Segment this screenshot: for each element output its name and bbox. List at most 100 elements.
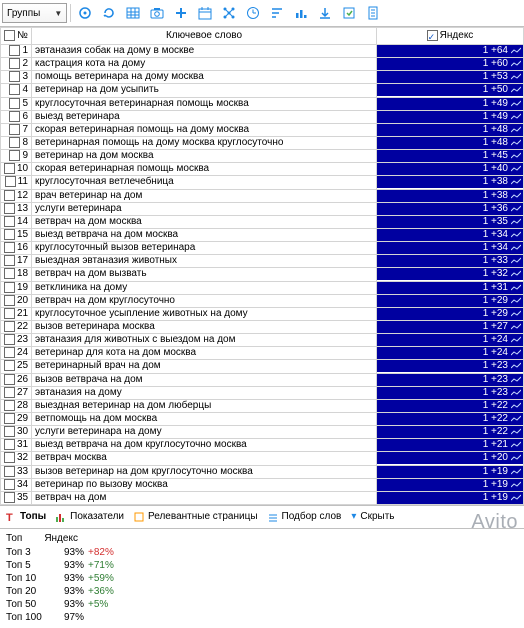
checkbox-icon[interactable]	[4, 439, 15, 450]
document-icon[interactable]	[362, 2, 384, 24]
keyword-cell[interactable]: эвтаназия для животных с выездом на дом	[32, 334, 377, 347]
checkbox-icon[interactable]	[9, 137, 20, 148]
checkbox-icon[interactable]	[4, 163, 15, 174]
checkbox-icon[interactable]	[9, 45, 20, 56]
tab-relevant[interactable]: Релевантные страницы	[134, 511, 258, 522]
keyword-cell[interactable]: ветеринарная помощь на дому москва кругл…	[32, 136, 377, 149]
keyword-cell[interactable]: кастрация кота на дому	[32, 58, 377, 71]
checkbox-icon[interactable]	[4, 347, 15, 358]
table-row[interactable]: 32ветврач москва1 +20	[1, 452, 524, 465]
table-row[interactable]: 14ветврач на дом москва1 +35	[1, 215, 524, 228]
row-num-cell[interactable]: 24	[1, 347, 32, 360]
table-row[interactable]: 10скорая ветеринарная помощь москва1 +40	[1, 163, 524, 176]
row-num-cell[interactable]: 15	[1, 228, 32, 241]
camera-icon[interactable]	[146, 2, 168, 24]
row-num-cell[interactable]: 11	[1, 176, 32, 189]
table-row[interactable]: 17выездная эвтаназия животных1 +33	[1, 255, 524, 268]
col-header-num[interactable]: №	[1, 28, 32, 45]
keyword-cell[interactable]: круглосуточное усыпление животных на дом…	[32, 307, 377, 320]
row-num-cell[interactable]: 16	[1, 242, 32, 255]
clock-icon[interactable]	[242, 2, 264, 24]
keyword-cell[interactable]: врач ветеринар на дом	[32, 189, 377, 202]
tab-hide[interactable]: ▾ Скрыть	[351, 511, 394, 522]
checkbox-icon[interactable]	[4, 334, 15, 345]
row-num-cell[interactable]: 29	[1, 412, 32, 425]
checkbox-icon[interactable]	[9, 98, 20, 109]
checkbox-icon[interactable]	[4, 282, 15, 293]
tab-selection[interactable]: Подбор слов	[268, 511, 342, 522]
row-num-cell[interactable]: 20	[1, 294, 32, 307]
checkbox-icon[interactable]	[4, 30, 15, 41]
checkbox-icon[interactable]	[9, 58, 20, 69]
table-row[interactable]: 11круглосуточная ветлечебница1 +38	[1, 176, 524, 189]
row-num-cell[interactable]: 31	[1, 439, 32, 452]
keyword-cell[interactable]: скорая ветеринарная помощь москва	[32, 163, 377, 176]
checkbox-icon[interactable]	[9, 124, 20, 135]
table-row[interactable]: 30услуги ветеринара на дому1 +22	[1, 426, 524, 439]
table-row[interactable]: 8ветеринарная помощь на дому москва круг…	[1, 136, 524, 149]
table-row[interactable]: 13услуги ветеринара1 +36	[1, 202, 524, 215]
table-row[interactable]: 2кастрация кота на дому1 +60	[1, 58, 524, 71]
table-row[interactable]: 22вызов ветеринара москва1 +27	[1, 320, 524, 333]
table-row[interactable]: 9ветеринар на дом москва1 +45	[1, 150, 524, 163]
tab-indicators[interactable]: Показатели	[56, 511, 124, 522]
sort-icon[interactable]	[266, 2, 288, 24]
checkbox-icon[interactable]	[9, 71, 20, 82]
checkbox-icon[interactable]	[4, 295, 15, 306]
keyword-cell[interactable]: скорая ветеринарная помощь на дому москв…	[32, 123, 377, 136]
checkbox-icon[interactable]	[4, 400, 15, 411]
row-num-cell[interactable]: 9	[1, 150, 32, 163]
checkbox-icon[interactable]	[4, 479, 15, 490]
checkbox-icon[interactable]	[4, 360, 15, 371]
table-row[interactable]: 21круглосуточное усыпление животных на д…	[1, 307, 524, 320]
col-header-keyword[interactable]: Ключевое слово	[32, 28, 377, 45]
table-row[interactable]: 19ветклиника на дому1 +31	[1, 281, 524, 294]
checkbox-icon[interactable]	[4, 190, 15, 201]
table-row[interactable]: 5круглосуточная ветеринарная помощь моск…	[1, 97, 524, 110]
checkbox-icon[interactable]	[4, 492, 15, 503]
row-num-cell[interactable]: 1	[1, 45, 32, 58]
table-row[interactable]: 25ветеринарный врач на дом1 +23	[1, 360, 524, 373]
checkbox-icon[interactable]	[4, 452, 15, 463]
keyword-cell[interactable]: круглосуточная ветлечебница	[32, 176, 377, 189]
col-header-yandex[interactable]: Яндекс	[377, 28, 524, 45]
checkbox-icon[interactable]	[427, 30, 438, 41]
table-row[interactable]: 7скорая ветеринарная помощь на дому моск…	[1, 123, 524, 136]
table-row[interactable]: 6выезд ветеринара1 +49	[1, 110, 524, 123]
row-num-cell[interactable]: 32	[1, 452, 32, 465]
checkbox-icon[interactable]	[4, 321, 15, 332]
checkbox-icon[interactable]	[9, 84, 20, 95]
refresh-icon[interactable]	[98, 2, 120, 24]
checkbox-icon[interactable]	[5, 176, 16, 187]
checkbox-icon[interactable]	[4, 466, 15, 477]
row-num-cell[interactable]: 14	[1, 215, 32, 228]
keyword-cell[interactable]: ветврач на дом круглосуточно	[32, 294, 377, 307]
keyword-cell[interactable]: ветпомощь на дом москва	[32, 412, 377, 425]
keyword-cell[interactable]: выезд ветврача на дом круглосуточно моск…	[32, 439, 377, 452]
table-row[interactable]: 3помощь ветеринара на дому москва1 +53	[1, 71, 524, 84]
row-num-cell[interactable]: 22	[1, 320, 32, 333]
keyword-cell[interactable]: выезд ветеринара	[32, 110, 377, 123]
table-row[interactable]: 31выезд ветврача на дом круглосуточно мо…	[1, 439, 524, 452]
row-num-cell[interactable]: 35	[1, 491, 32, 504]
row-num-cell[interactable]: 25	[1, 360, 32, 373]
table-row[interactable]: 34ветеринар по вызову москва1 +19	[1, 478, 524, 491]
row-num-cell[interactable]: 5	[1, 97, 32, 110]
keyword-cell[interactable]: услуги ветеринара	[32, 202, 377, 215]
table-row[interactable]: 15выезд ветврача на дом москва1 +34	[1, 228, 524, 241]
keyword-cell[interactable]: вызов ветеринара москва	[32, 320, 377, 333]
keyword-cell[interactable]: услуги ветеринара на дому	[32, 426, 377, 439]
row-num-cell[interactable]: 30	[1, 426, 32, 439]
keyword-cell[interactable]: вызов ветврача на дом	[32, 373, 377, 386]
row-num-cell[interactable]: 21	[1, 307, 32, 320]
keyword-cell[interactable]: ветеринар для кота на дом москва	[32, 347, 377, 360]
row-num-cell[interactable]: 23	[1, 334, 32, 347]
row-num-cell[interactable]: 34	[1, 478, 32, 491]
network-icon[interactable]	[218, 2, 240, 24]
row-num-cell[interactable]: 3	[1, 71, 32, 84]
checkbox-icon[interactable]	[9, 150, 20, 161]
download-icon[interactable]	[314, 2, 336, 24]
row-num-cell[interactable]: 2	[1, 58, 32, 71]
row-num-cell[interactable]: 33	[1, 465, 32, 478]
table-row[interactable]: 26вызов ветврача на дом1 +23	[1, 373, 524, 386]
